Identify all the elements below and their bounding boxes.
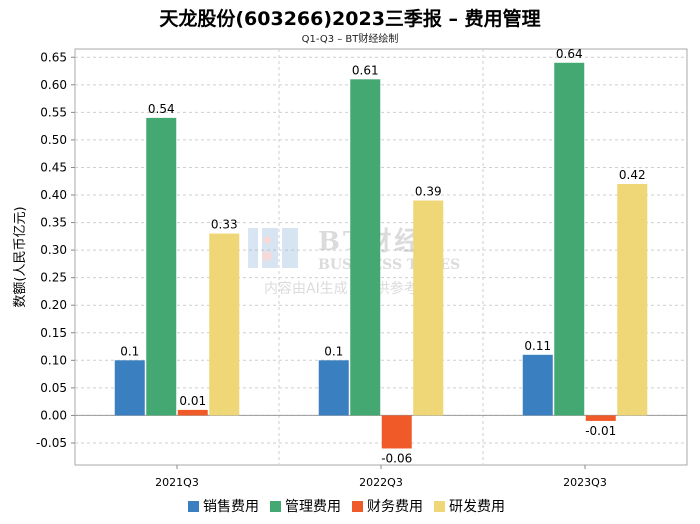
y-tick-label: 0.10 xyxy=(40,353,67,367)
legend-label: 研发费用 xyxy=(449,499,505,515)
legend: 销售费用 管理费用 财务费用 研发费用 xyxy=(188,499,505,515)
watermark-disclaimer: 内容由AI生成，仅供参考 xyxy=(264,280,418,297)
y-tick-label: 0.25 xyxy=(40,271,67,285)
y-tick-label: 0.40 xyxy=(40,188,67,202)
chart-subtitle: Q1-Q3 – BT财经绘制 xyxy=(301,34,399,45)
y-tick-label: 0.60 xyxy=(40,78,67,92)
bar xyxy=(177,409,208,416)
y-tick-label: 0.05 xyxy=(40,381,67,395)
y-tick-label: 0.45 xyxy=(40,160,67,174)
legend-swatch xyxy=(270,501,281,512)
legend-swatch xyxy=(352,501,363,512)
x-tick-label: 2023Q3 xyxy=(563,476,607,489)
y-tick-label: -0.05 xyxy=(36,436,67,450)
bar xyxy=(617,183,648,416)
bar xyxy=(522,354,553,416)
watermark-logo-icon xyxy=(248,228,298,268)
y-tick-label: 0.15 xyxy=(40,326,67,340)
bars-layer xyxy=(114,62,648,449)
bar-data-label: -0.06 xyxy=(381,451,412,465)
chart-title: 天龙股份(603266)2023三季报 – 费用管理 xyxy=(159,8,541,30)
legend-swatch xyxy=(434,501,445,512)
y-tick-label: 0.20 xyxy=(40,298,67,312)
bar xyxy=(318,360,349,416)
bar xyxy=(209,233,240,416)
y-tick-label: 0.30 xyxy=(40,243,67,257)
bar-data-label: 0.11 xyxy=(524,339,551,353)
y-tick-label: 0.50 xyxy=(40,133,67,147)
legend-label: 销售费用 xyxy=(203,499,259,515)
bar-data-label: 0.64 xyxy=(556,47,583,61)
bar xyxy=(554,62,585,416)
x-tick-label: 2022Q3 xyxy=(359,476,403,489)
legend-label: 管理费用 xyxy=(285,499,341,515)
grid-layer xyxy=(75,49,687,465)
x-tick-label: 2021Q3 xyxy=(155,476,199,489)
bar-data-label: 0.1 xyxy=(120,344,139,358)
bar-data-label: 0.01 xyxy=(179,394,206,408)
y-tick-label: 0.65 xyxy=(40,50,67,64)
bar xyxy=(585,415,616,421)
bar-data-label: 0.1 xyxy=(324,344,343,358)
bar-data-label: -0.01 xyxy=(585,424,616,438)
bar-data-label: 0.39 xyxy=(415,185,442,199)
bar xyxy=(114,360,145,416)
bar-data-label: 0.33 xyxy=(211,218,238,232)
y-tick-label: 0.55 xyxy=(40,105,67,119)
bar-data-label: 0.42 xyxy=(619,168,646,182)
bar xyxy=(350,79,381,416)
y-tick-label: 0.35 xyxy=(40,216,67,230)
bar xyxy=(413,200,444,416)
bar-data-label: 0.54 xyxy=(148,102,175,116)
bar xyxy=(146,117,177,416)
bar xyxy=(381,415,412,449)
legend-label: 财务费用 xyxy=(367,499,423,515)
bar-data-label: 0.61 xyxy=(352,63,379,77)
y-axis-label: 数额(人民币亿元) xyxy=(13,206,28,307)
y-tick-label: 0.00 xyxy=(40,408,67,422)
legend-swatch xyxy=(188,501,199,512)
axis-layer: -0.05 0.00 0.05 0.10 0.15 0.20 0.25 0.30 0.35 0.4… xyxy=(36,50,607,489)
labels-layer: 0.1 0.54 0.01 0.33 0.1 0.61 -0.06 0.39 0.11 0.64 -… xyxy=(120,47,645,466)
